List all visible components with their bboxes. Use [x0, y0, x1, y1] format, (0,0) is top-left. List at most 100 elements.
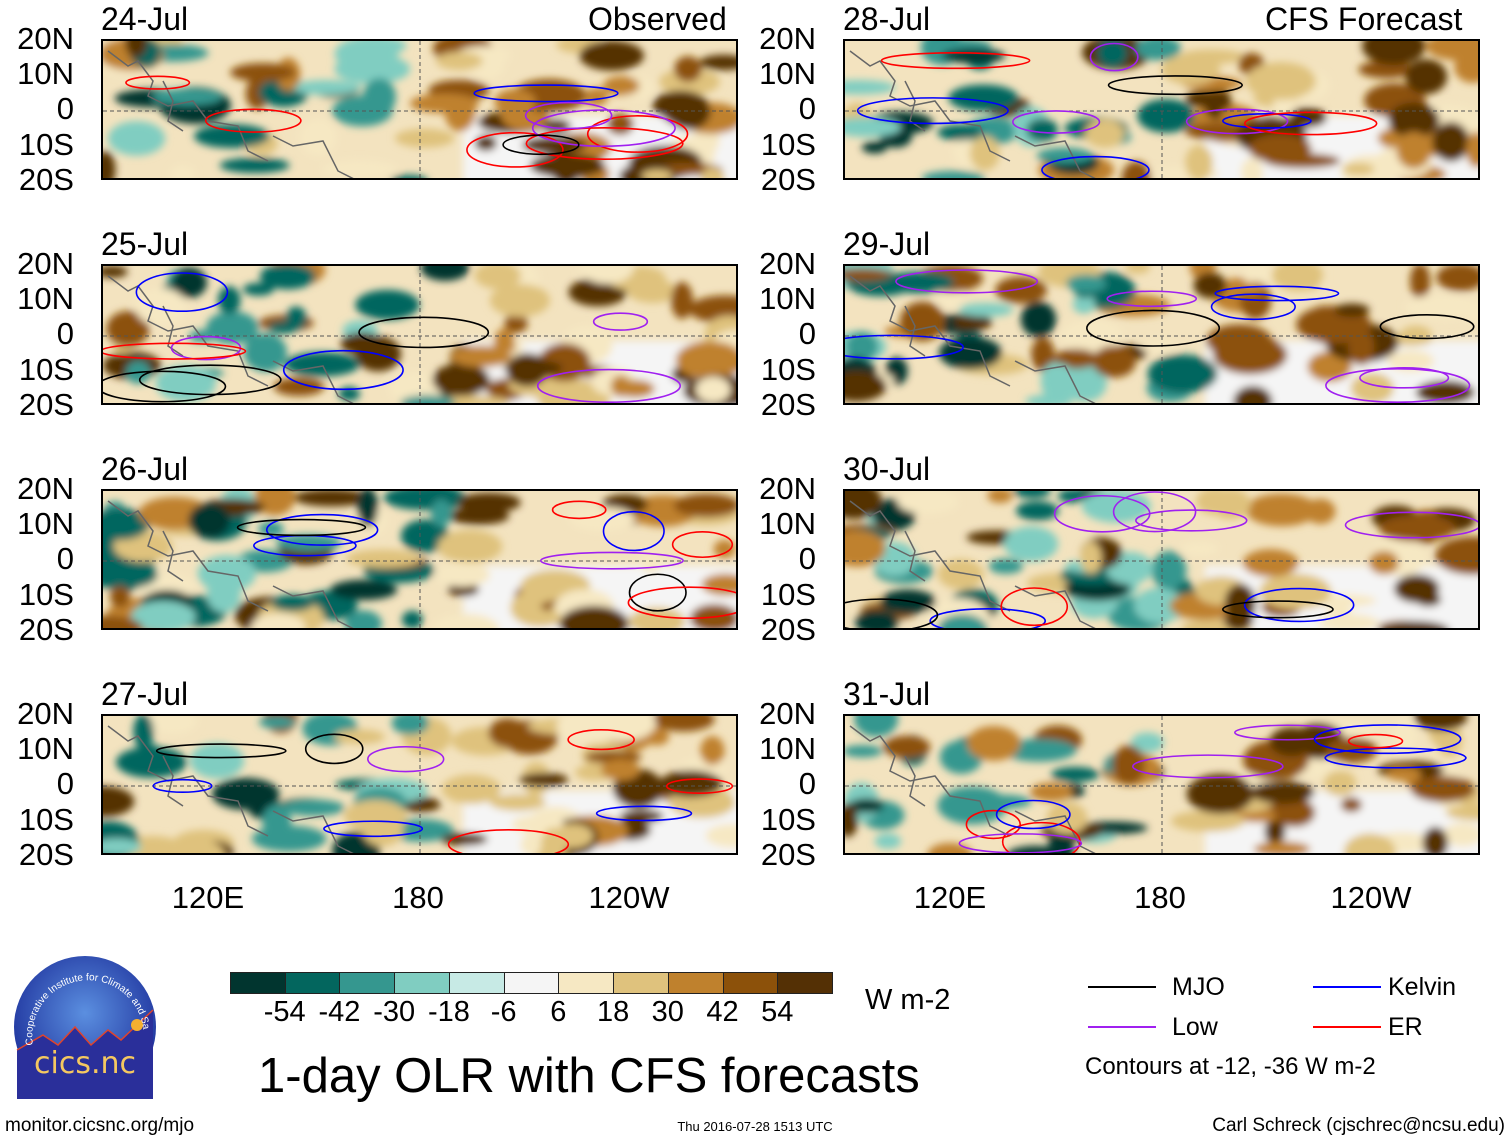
legend-mjo-line: [1088, 986, 1156, 988]
olr-anomaly-blob: [897, 491, 959, 515]
er-contour: [466, 131, 564, 168]
olr-anomaly-blob: [230, 63, 296, 82]
kelvin-contour: [135, 272, 229, 313]
lon-tick-label: 120E: [913, 880, 987, 915]
olr-anomaly-blob: [330, 579, 398, 601]
lat-tick-label: 10N: [17, 506, 74, 541]
olr-anomaly-blob: [845, 745, 883, 758]
olr-anomaly-blob: [1465, 131, 1478, 168]
olr-anomaly-blob: [615, 379, 655, 398]
olr-anomaly-blob: [1422, 826, 1449, 853]
olr-anomaly-blob: [435, 51, 483, 71]
kelvin-contour: [1214, 285, 1340, 302]
mjo-contour: [845, 598, 939, 628]
colorbar-swatch: [667, 972, 724, 994]
lat-tick-label: 10N: [759, 56, 816, 91]
olr-anomaly-blob: [937, 614, 988, 628]
olr-anomaly-blob: [242, 282, 275, 296]
olr-anomaly-blob: [494, 88, 536, 115]
olr-anomaly-blob: [584, 87, 608, 107]
olr-anomaly-blob: [299, 118, 337, 157]
olr-anomaly-blob: [1242, 549, 1299, 578]
olr-anomaly-blob: [103, 266, 128, 278]
footer-url[interactable]: monitor.cicsnc.org/mjo: [5, 1115, 195, 1136]
lat-tick-label: 10S: [18, 802, 74, 837]
legend-er-label: ER: [1388, 1013, 1423, 1041]
observed-label: Observed: [588, 1, 727, 37]
olr-anomaly-blob: [1432, 121, 1470, 162]
olr-anomaly-blob: [883, 735, 931, 759]
panel-date: 27-Jul: [101, 676, 189, 712]
olr-anomaly-blob: [1245, 62, 1316, 100]
kelvin-contour: [323, 820, 424, 838]
footer-credit: Carl Schreck (cjschrec@ncsu.edu): [1212, 1115, 1505, 1136]
olr-anomaly-blob: [334, 729, 386, 745]
low-contour: [592, 312, 649, 331]
olr-anomaly-blob: [1151, 550, 1187, 590]
olr-anomaly-blob: [394, 128, 455, 148]
er-contour: [665, 778, 734, 794]
olr-map-panel: [101, 39, 738, 180]
olr-anomaly-blob: [1015, 501, 1059, 521]
er-contour: [567, 729, 635, 751]
olr-anomaly-blob: [1072, 294, 1095, 315]
lat-tick-label: 10N: [759, 506, 816, 541]
lat-tick-label: 10S: [760, 127, 816, 162]
lat-tick-label: 20N: [759, 696, 816, 731]
olr-anomaly-blob: [103, 151, 116, 178]
panel-date: 25-Jul: [101, 226, 189, 262]
mjo-contour: [304, 733, 364, 765]
legend-er-line: [1313, 1026, 1381, 1028]
olr-anomaly-blob: [243, 333, 288, 372]
olr-anomaly-blob: [432, 363, 490, 397]
lat-tick-label: 0: [798, 541, 816, 576]
olr-anomaly-field: [103, 716, 736, 853]
olr-anomaly-blob: [1185, 144, 1213, 178]
olr-anomaly-blob: [845, 491, 882, 520]
colorbar-tick-label: -42: [318, 996, 361, 1028]
colorbar-tick-label: 54: [761, 996, 794, 1028]
olr-anomaly-blob: [855, 609, 899, 628]
olr-anomaly-blob: [131, 601, 196, 628]
olr-anomaly-blob: [1379, 620, 1449, 628]
olr-anomaly-blob: [1396, 131, 1432, 169]
olr-anomaly-blob: [1393, 574, 1440, 604]
olr-anomaly-blob: [344, 610, 383, 628]
lat-tick-label: 0: [56, 766, 74, 801]
er-contour: [551, 500, 607, 520]
panel-date: 31-Jul: [843, 676, 931, 712]
low-contour: [1106, 290, 1198, 308]
low-contour: [524, 101, 613, 130]
colorbar-units: W m-2: [865, 984, 951, 1016]
olr-anomaly-blob: [695, 376, 731, 403]
colorbar-tick-label: 18: [596, 996, 630, 1028]
olr-map-panel: [843, 39, 1480, 180]
olr-anomaly-blob: [1379, 515, 1456, 542]
olr-anomaly-blob: [845, 370, 887, 402]
olr-anomaly-blob: [1097, 41, 1128, 68]
olr-anomaly-blob: [550, 152, 582, 178]
colorbar-tick-label: 6: [550, 996, 567, 1028]
low-contour: [1234, 724, 1341, 741]
olr-anomaly-blob: [273, 377, 325, 397]
panel-date: 29-Jul: [843, 226, 931, 262]
mjo-contour: [628, 573, 687, 612]
kelvin-contour: [1313, 724, 1462, 755]
olr-anomaly-blob: [1245, 493, 1318, 527]
olr-anomaly-blob: [474, 135, 497, 151]
olr-anomaly-blob: [671, 281, 693, 319]
coastline: [107, 50, 354, 178]
olr-anomaly-blob: [437, 529, 503, 564]
olr-anomaly-blob: [1327, 596, 1351, 628]
olr-anomaly-blob: [673, 493, 736, 518]
olr-anomaly-field: [103, 266, 736, 403]
olr-anomaly-blob: [1435, 536, 1478, 575]
olr-anomaly-blob: [1066, 274, 1107, 293]
olr-anomaly-blob: [1342, 162, 1375, 176]
olr-anomaly-blob: [969, 135, 1000, 171]
olr-anomaly-blob: [941, 48, 1006, 64]
olr-anomaly-blob: [258, 521, 284, 537]
olr-anomaly-blob: [522, 136, 587, 154]
olr-anomaly-blob: [987, 491, 1013, 504]
olr-anomaly-blob: [705, 823, 736, 848]
